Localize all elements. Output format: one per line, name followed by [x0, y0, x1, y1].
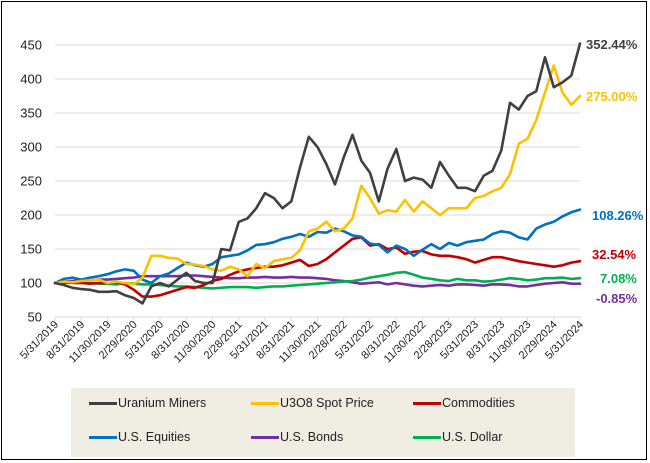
end-label: -0.85%	[596, 291, 638, 306]
legend-item-us-bonds: U.S. Bonds	[251, 430, 343, 444]
series-line-u-s-dollar	[53, 270, 582, 290]
legend-label: Uranium Miners	[118, 396, 207, 410]
legend-swatch	[413, 401, 441, 405]
y-tick-label: 150	[20, 242, 42, 257]
end-label: 32.54%	[592, 247, 637, 262]
legend-swatch	[89, 401, 117, 405]
y-tick-label: 400	[20, 72, 42, 87]
end-label: 7.08%	[600, 271, 637, 286]
series-line-uranium-miners	[53, 42, 582, 305]
legend-swatch	[251, 401, 279, 405]
y-tick-label: 200	[20, 208, 42, 223]
legend-swatch	[413, 435, 441, 439]
end-label: 275.00%	[586, 89, 638, 104]
gridlines	[55, 44, 580, 318]
end-label: 352.44%	[586, 37, 638, 52]
y-tick-label: 100	[20, 276, 42, 291]
series-line-commodities	[53, 236, 582, 298]
end-label: 108.26%	[592, 208, 644, 223]
series-lines	[53, 42, 582, 305]
legend-item-us-dollar: U.S. Dollar	[413, 430, 502, 444]
y-tick-label: 50	[28, 310, 42, 325]
legend-label: Commodities	[442, 396, 515, 410]
legend-item-u3o8-spot-price: U3O8 Spot Price	[251, 396, 374, 410]
y-tick-label: 450	[20, 38, 42, 53]
y-tick-label: 350	[20, 106, 42, 121]
legend-label: U.S. Dollar	[442, 430, 503, 444]
legend-item-commodities: Commodities	[413, 396, 515, 410]
legend-swatch	[89, 435, 117, 439]
series-line-u-s-equities	[53, 208, 582, 285]
legend-label: U.S. Equities	[118, 430, 191, 444]
legend-swatch	[251, 435, 279, 439]
y-axis-ticks: 50 100 150 200 250 300 350 400 450	[20, 38, 42, 325]
end-labels: 352.44% 275.00% 108.26% 32.54% 7.08% -0.85%	[586, 37, 644, 306]
legend-label: U.S. Bonds	[280, 430, 344, 444]
series-line-u3o8-spot-price	[53, 64, 582, 286]
legend: Uranium Miners U3O8 Spot Price Commoditi…	[71, 388, 575, 457]
legend-item-us-equities: U.S. Equities	[89, 430, 190, 444]
y-tick-label: 250	[20, 174, 42, 189]
legend-item-uranium-miners: Uranium Miners	[89, 396, 206, 410]
legend-label: U3O8 Spot Price	[280, 396, 374, 410]
y-tick-label: 300	[20, 140, 42, 155]
x-axis: 5/31/20198/31/201911/30/20192/29/20205/3…	[18, 317, 586, 365]
